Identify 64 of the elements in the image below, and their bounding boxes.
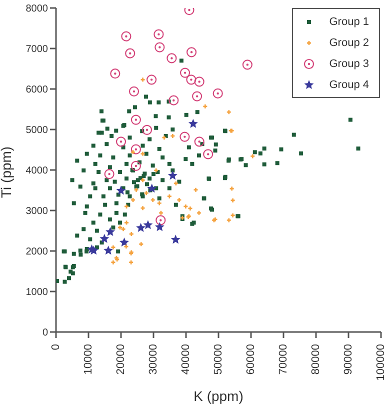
point [194, 136, 204, 147]
y-tick-label: 8000 [26, 4, 48, 15]
y-tick-label: 6000 [26, 84, 48, 96]
x-tick-label: 90000 [342, 344, 354, 375]
point [100, 234, 110, 243]
x-tick-label: 0 [50, 344, 62, 350]
legend-label: Group 2 [329, 36, 369, 48]
point [119, 238, 130, 247]
point [121, 31, 132, 42]
point [192, 91, 202, 102]
point [136, 222, 146, 232]
x-tick-label: 30000 [148, 344, 160, 375]
point [128, 86, 140, 96]
point [194, 76, 204, 87]
point [186, 47, 197, 58]
point [125, 48, 136, 58]
y-tick-label: 2000 [26, 246, 48, 258]
point [154, 29, 164, 40]
point [116, 136, 126, 147]
point [154, 42, 165, 52]
y-tick-label: 7000 [26, 44, 48, 56]
y-tick-label: 3000 [26, 206, 48, 218]
point [156, 215, 166, 226]
point [130, 114, 141, 125]
point [186, 74, 196, 85]
point [110, 68, 120, 79]
point [203, 149, 214, 160]
point [146, 74, 157, 85]
y-tick-label: 4000 [26, 166, 48, 177]
point [168, 95, 179, 106]
y-tick-label: 0 [42, 328, 48, 339]
point [154, 222, 164, 232]
y-tick-label: 5000 [26, 125, 48, 136]
x-tick-label: 60000 [245, 344, 257, 375]
x-tick-label: 40000 [180, 344, 192, 375]
x-tick-label: 10000 [82, 344, 94, 375]
point [104, 169, 114, 180]
x-tick-label: 80000 [310, 344, 322, 375]
point [106, 226, 116, 236]
y-axis-title: Ti (ppm) [0, 146, 14, 198]
x-tick-label: 20000 [115, 344, 127, 375]
point [170, 234, 180, 244]
point [166, 53, 177, 64]
point [130, 144, 141, 154]
x-tick-label: 50000 [212, 344, 224, 375]
point [104, 246, 114, 255]
point [168, 170, 178, 180]
x-tick-label: 100000 [375, 344, 387, 381]
point [188, 118, 198, 128]
legend-label: Group 1 [329, 16, 369, 28]
point [143, 220, 153, 230]
point [242, 60, 252, 70]
point [147, 184, 157, 193]
point [130, 160, 141, 171]
x-tick-label: 70000 [278, 344, 290, 375]
legend-label: Group 3 [329, 58, 369, 70]
point [212, 88, 223, 99]
point [180, 68, 190, 78]
point [116, 186, 126, 195]
y-tick-label: 1000 [26, 287, 48, 298]
legend-label: Group 4 [329, 78, 369, 90]
point [142, 124, 152, 135]
x-axis-title: K (ppm) [194, 388, 244, 404]
point [180, 132, 190, 142]
